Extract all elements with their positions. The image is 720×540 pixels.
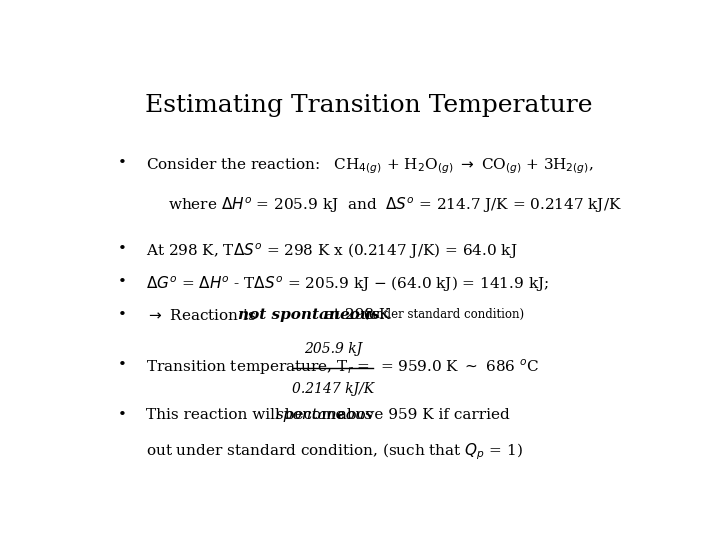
Text: above 959 K if carried: above 959 K if carried <box>333 408 510 422</box>
Text: •: • <box>118 358 127 372</box>
Text: not spontaneous: not spontaneous <box>238 308 379 322</box>
Text: •: • <box>118 275 127 289</box>
Text: at 298 K: at 298 K <box>320 308 391 322</box>
Text: •: • <box>118 308 127 322</box>
Text: (under standard condition): (under standard condition) <box>364 308 524 321</box>
Text: out under standard condition, (such that $Q_p$ = 1): out under standard condition, (such that… <box>145 441 523 462</box>
Text: 205.9 kJ: 205.9 kJ <box>304 342 362 356</box>
Text: spontaneous: spontaneous <box>276 408 374 422</box>
Text: Consider the reaction:   CH$_{4(g)}$ + H$_2$O$_{(g)}$ $\rightarrow$ CO$_{(g)}$ +: Consider the reaction: CH$_{4(g)}$ + H$_… <box>145 156 593 176</box>
Text: This reaction will become: This reaction will become <box>145 408 349 422</box>
Text: •: • <box>118 156 127 170</box>
Text: where $\Delta H^o$ = 205.9 kJ  and  $\Delta S^o$ = 214.7 J/K = 0.2147 kJ/K: where $\Delta H^o$ = 205.9 kJ and $\Delt… <box>168 196 622 215</box>
Text: Transition temperature, T$_r$ =: Transition temperature, T$_r$ = <box>145 358 372 376</box>
Text: $\Delta G^o$ = $\Delta H^o$ - T$\Delta S^o$ = 205.9 kJ $-$ (64.0 kJ) = 141.9 kJ;: $\Delta G^o$ = $\Delta H^o$ - T$\Delta S… <box>145 275 549 294</box>
Text: •: • <box>118 408 127 422</box>
Text: •: • <box>118 241 127 255</box>
Text: 0.2147 kJ/K: 0.2147 kJ/K <box>292 382 374 396</box>
Text: At 298 K, T$\Delta S^o$ = 298 K x (0.2147 J/K) = 64.0 kJ: At 298 K, T$\Delta S^o$ = 298 K x (0.214… <box>145 241 517 261</box>
Text: $\rightarrow$ Reaction is: $\rightarrow$ Reaction is <box>145 308 257 323</box>
Text: = 959.0 K $\sim$ 686 $^o$C: = 959.0 K $\sim$ 686 $^o$C <box>379 359 539 375</box>
Text: Estimating Transition Temperature: Estimating Transition Temperature <box>145 94 593 117</box>
